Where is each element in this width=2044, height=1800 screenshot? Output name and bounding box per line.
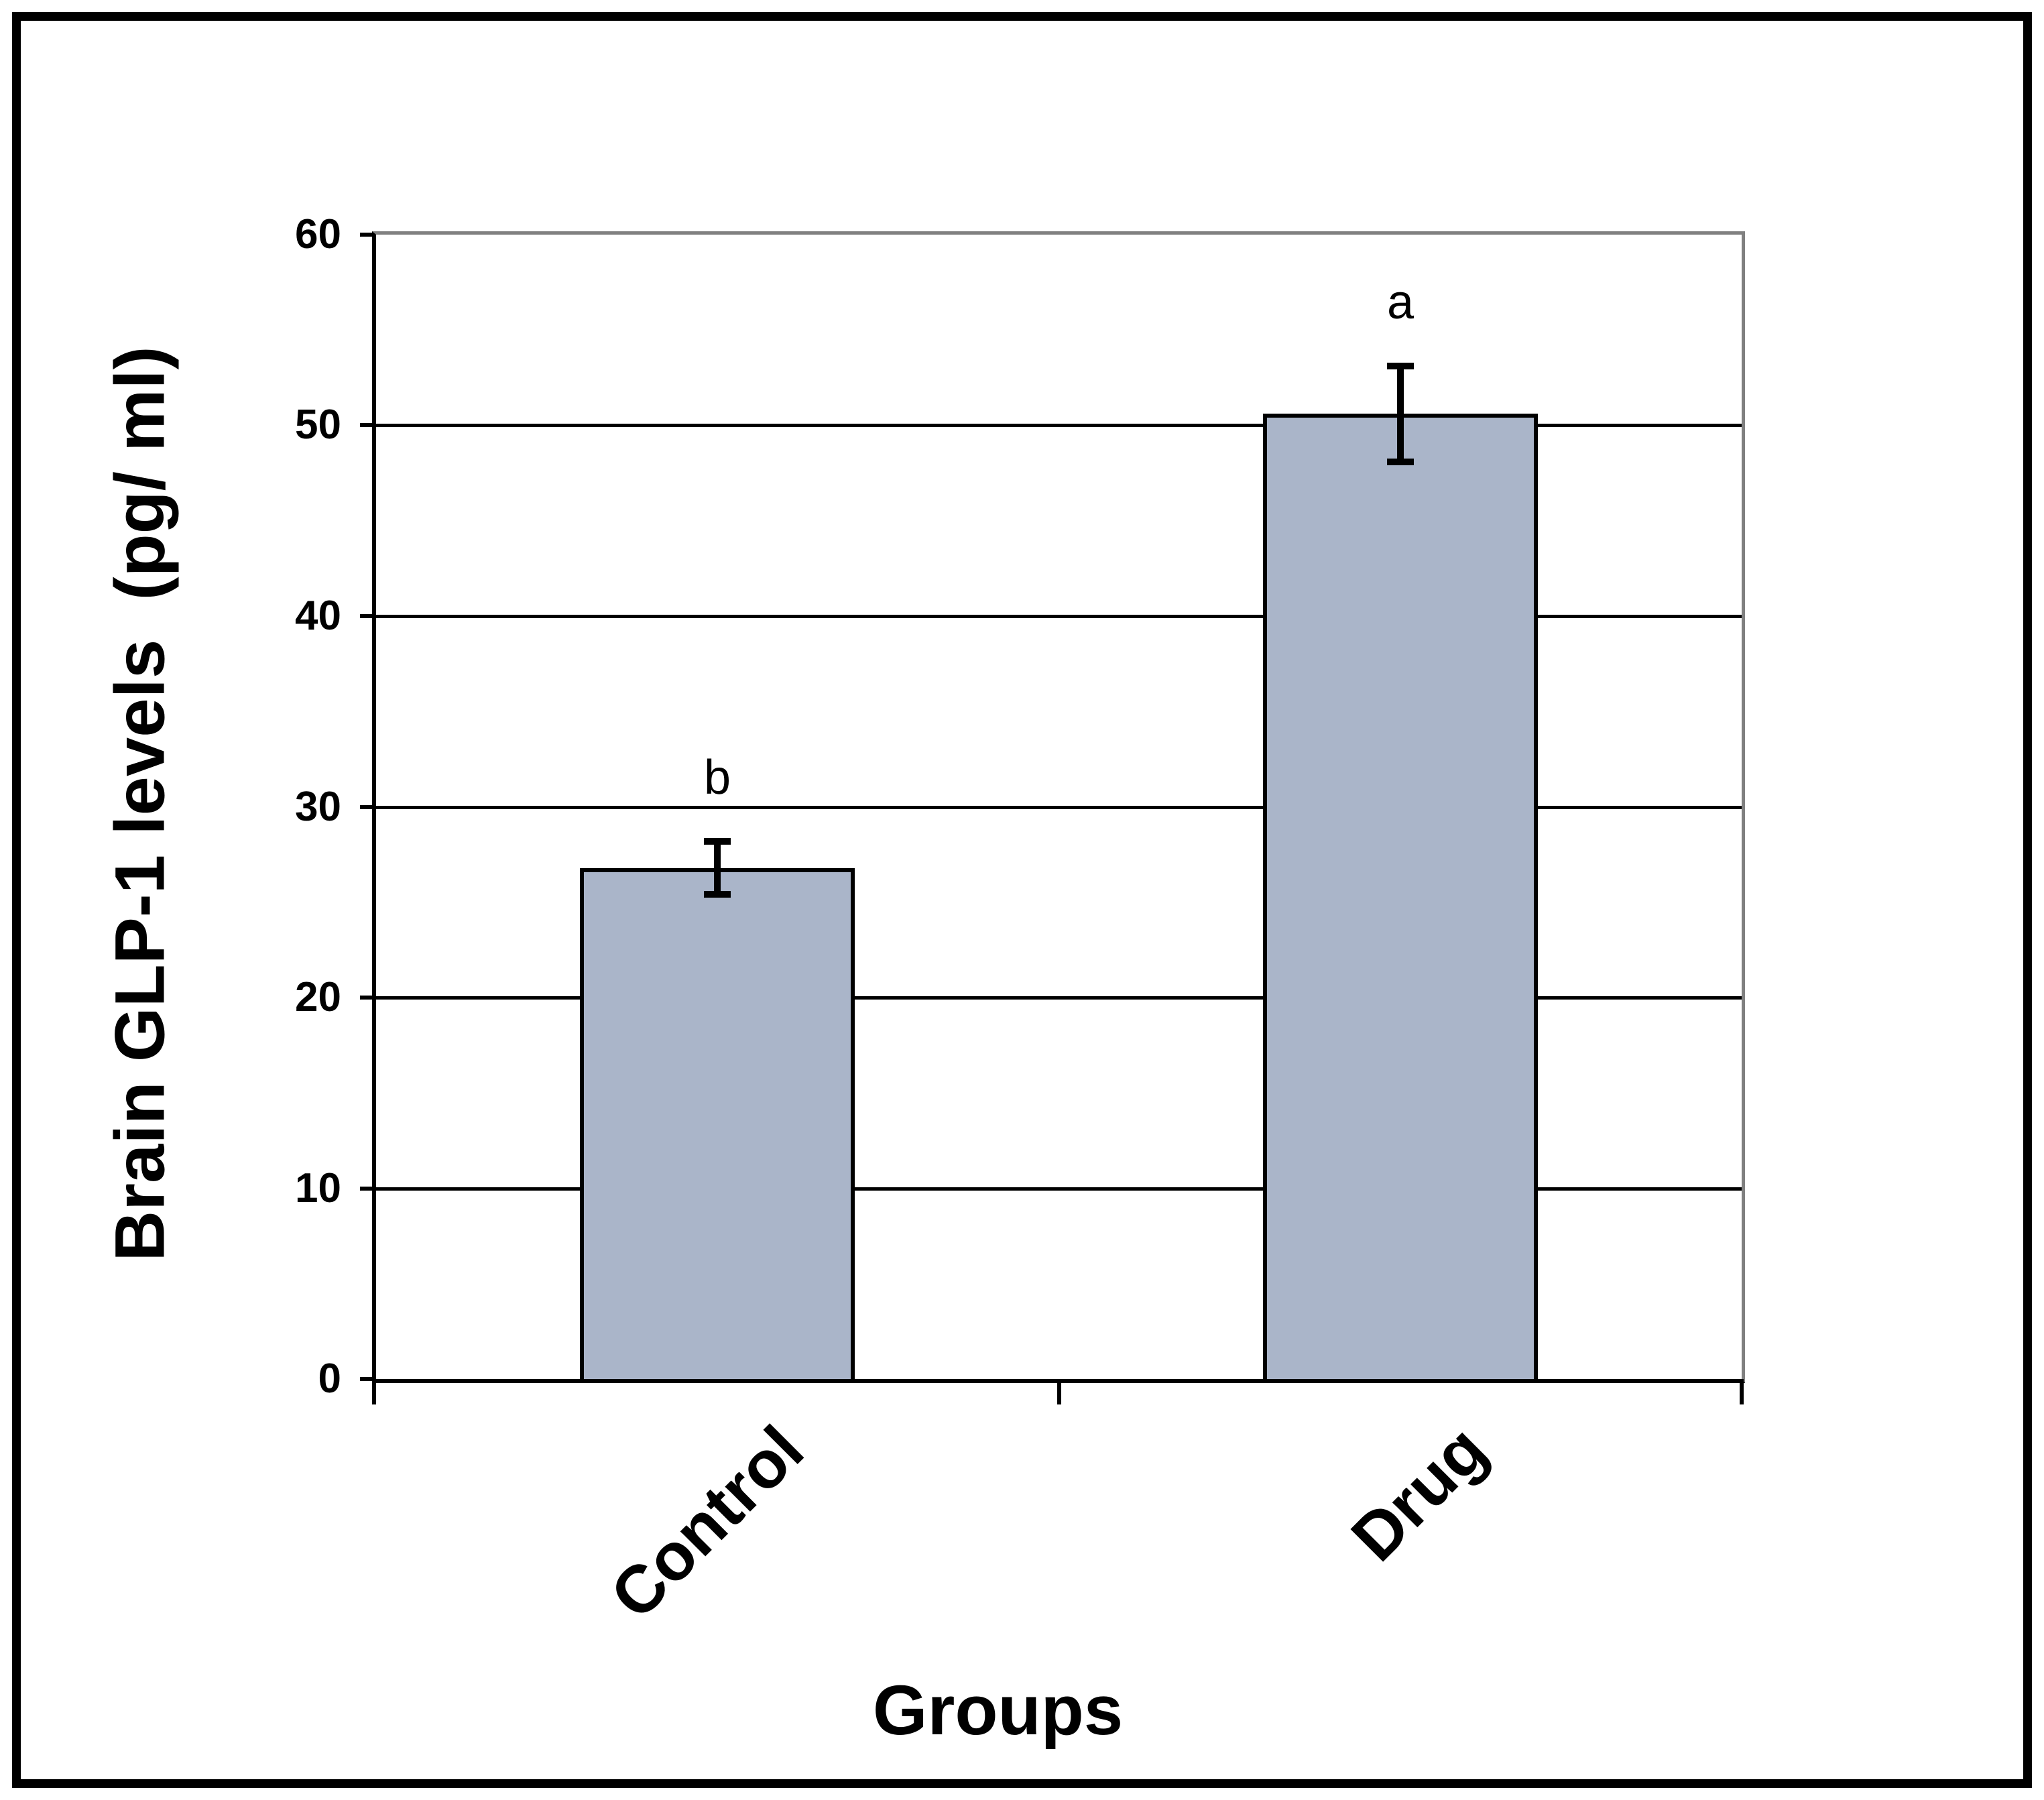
- error-bar-cap-control: [704, 838, 731, 845]
- category-label-drug: Drug: [1337, 1411, 1501, 1575]
- gridline-40: [376, 615, 1742, 618]
- y-axis-tick-20: [360, 996, 372, 1000]
- x-axis-title: Groups: [872, 1671, 1124, 1750]
- plot-area: 0 10 20 30 40 50 60 b Control a Drug: [295, 211, 1745, 1633]
- y-axis-tick-50: [360, 423, 372, 427]
- y-axis-tick-40: [360, 614, 372, 618]
- gridline-30: [376, 806, 1742, 809]
- y-tick-label-10: 10: [295, 1165, 341, 1211]
- category-label-control: Control: [596, 1411, 818, 1634]
- gridline-50: [376, 424, 1742, 427]
- error-bar-cap-control: [704, 891, 731, 898]
- x-axis-tick: [1057, 1379, 1061, 1404]
- y-axis-tick-10: [360, 1187, 372, 1191]
- significance-letter-b: b: [703, 751, 731, 804]
- y-tick-label-40: 40: [295, 593, 341, 639]
- x-axis-tick: [372, 1379, 376, 1404]
- significance-letter-a: a: [1386, 276, 1415, 329]
- y-axis-tick-0: [360, 1377, 372, 1381]
- error-bar-drug: [1397, 366, 1404, 461]
- bar-drug: [1263, 414, 1538, 1379]
- y-axis-title: Brain GLP-1 levels (pg/ ml): [101, 346, 180, 1262]
- y-axis-tick-30: [360, 805, 372, 809]
- gridline-10: [376, 1187, 1742, 1191]
- error-bar-cap-drug: [1387, 459, 1414, 465]
- y-tick-label-20: 20: [295, 974, 341, 1020]
- error-bar-control: [714, 841, 721, 895]
- y-tick-label-0: 0: [318, 1356, 341, 1402]
- x-axis-tick: [1740, 1379, 1744, 1404]
- y-axis-tick-60: [360, 233, 372, 237]
- y-tick-label-60: 60: [295, 211, 341, 257]
- error-bar-cap-drug: [1387, 363, 1414, 369]
- gridline-20: [376, 996, 1742, 1000]
- bar-control: [580, 868, 855, 1379]
- y-tick-label-50: 50: [295, 402, 341, 448]
- y-tick-label-30: 30: [295, 784, 341, 830]
